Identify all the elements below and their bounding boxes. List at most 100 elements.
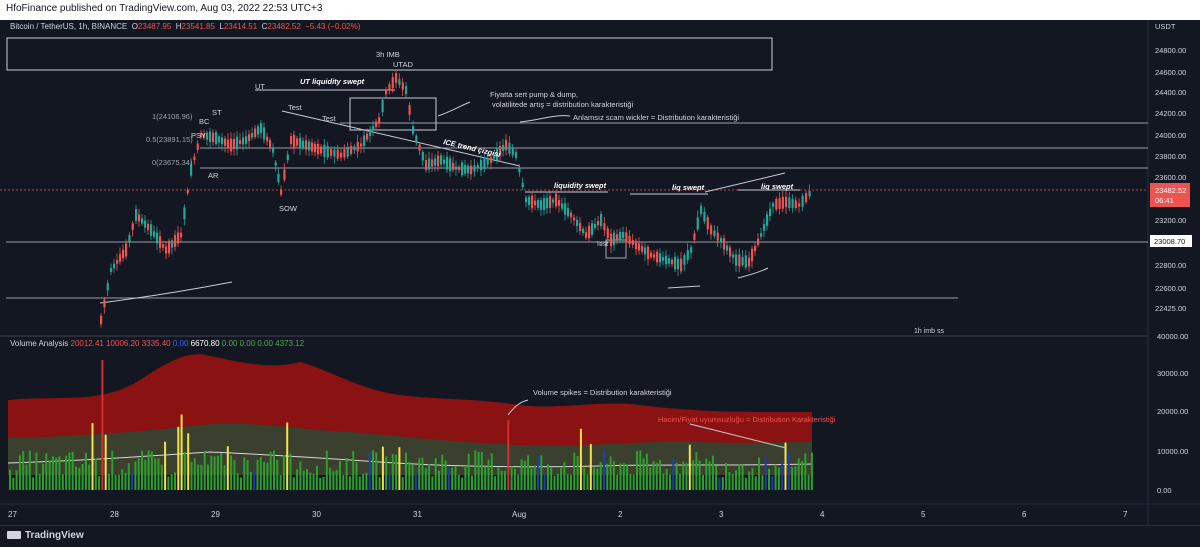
volume-bar bbox=[98, 476, 101, 490]
volume-bar bbox=[200, 464, 203, 490]
candle-body bbox=[116, 260, 119, 264]
time-axis[interactable]: 27 28 29 30 31 Aug 2 3 4 5 6 7 bbox=[8, 510, 1128, 519]
candle-body bbox=[470, 165, 473, 175]
candle-body bbox=[613, 232, 616, 245]
volume-value: 4373.12 bbox=[272, 339, 305, 348]
time-tick: 2 bbox=[618, 510, 623, 519]
candle-body bbox=[534, 200, 537, 206]
candle-body bbox=[585, 232, 588, 238]
volume-bar bbox=[68, 452, 71, 490]
symbol-title[interactable]: Bitcoin / TetherUS, 1h, BINANCE bbox=[10, 22, 128, 31]
volume-bar bbox=[731, 473, 734, 490]
candle-body bbox=[177, 232, 180, 244]
publisher-bar: HfoFinance published on TradingView.com,… bbox=[0, 0, 1200, 21]
volume-bar bbox=[570, 474, 572, 490]
ar-label: AR bbox=[208, 171, 219, 180]
candle-body bbox=[686, 249, 689, 261]
volume-bar bbox=[315, 465, 318, 490]
candle-body bbox=[171, 240, 174, 248]
price-badge bbox=[1150, 183, 1190, 207]
volume-bar bbox=[108, 473, 110, 490]
candle-body bbox=[165, 246, 168, 254]
volume-bar bbox=[408, 461, 411, 490]
pump-arrow[interactable] bbox=[437, 101, 471, 117]
candle-body bbox=[726, 245, 729, 251]
pump-dump-box[interactable] bbox=[349, 97, 437, 131]
volume-bar bbox=[230, 455, 233, 490]
candle-body bbox=[561, 203, 564, 209]
scam-wick-arrow[interactable] bbox=[519, 115, 571, 123]
volume-bar bbox=[365, 472, 368, 490]
volume-axis[interactable]: 40000.00 30000.00 20000.00 10000.00 0.00 bbox=[1157, 332, 1188, 495]
liq-arrow-small[interactable] bbox=[667, 285, 701, 289]
volume-bar bbox=[464, 465, 467, 490]
liq-swept-line-3[interactable] bbox=[704, 172, 786, 193]
volume-bar bbox=[632, 474, 635, 490]
chart-svg[interactable]: 3h IMB UTAD UT UT liquidity swept Test T… bbox=[0, 20, 1200, 525]
volume-bar bbox=[540, 455, 543, 490]
candle-body bbox=[412, 126, 415, 134]
candle-body bbox=[186, 189, 189, 194]
volume-bar bbox=[345, 457, 348, 490]
volume-bar bbox=[114, 474, 117, 490]
volume-bar bbox=[207, 464, 209, 490]
open-value: 23487.95 bbox=[137, 22, 172, 31]
volume-bar bbox=[490, 453, 493, 490]
candle-body bbox=[418, 144, 421, 151]
price-tick: 23800.00 bbox=[1155, 152, 1186, 161]
volume-bar bbox=[784, 442, 787, 490]
volume-bar bbox=[787, 451, 790, 490]
volume-indicator-label[interactable]: Volume Analysis bbox=[10, 339, 69, 348]
volume-bar bbox=[249, 471, 252, 490]
volume-bar bbox=[45, 453, 48, 490]
volume-bar bbox=[777, 467, 780, 490]
candle-body bbox=[452, 162, 455, 170]
divergence-line[interactable] bbox=[689, 423, 787, 449]
volume-bar bbox=[174, 472, 176, 490]
price-axis[interactable]: USDT 24800.00 24600.00 24400.00 24200.00 240… bbox=[1155, 22, 1186, 313]
pump-dump-label-1: Fiyatta sert pump & dump, bbox=[490, 90, 578, 99]
volume-bar bbox=[193, 458, 196, 490]
volume-bar bbox=[652, 461, 655, 490]
candle-body bbox=[106, 283, 109, 291]
volume-bar bbox=[124, 472, 127, 490]
rally-arrow[interactable] bbox=[99, 281, 233, 304]
volume-bar bbox=[774, 464, 777, 490]
volume-spike-arrow[interactable] bbox=[507, 399, 529, 416]
candle-body bbox=[398, 79, 401, 85]
volume-bar bbox=[418, 458, 421, 490]
time-tick: 5 bbox=[921, 510, 926, 519]
bc-label: BC bbox=[199, 117, 210, 126]
candle-body bbox=[381, 99, 384, 113]
candle-body bbox=[490, 157, 493, 163]
bottom-arrow[interactable] bbox=[737, 267, 769, 279]
volume-bar bbox=[589, 444, 592, 490]
volume-bar bbox=[111, 450, 114, 490]
volume-bar bbox=[810, 452, 813, 490]
candle-body bbox=[280, 189, 283, 195]
ice-trend-line[interactable] bbox=[281, 110, 521, 167]
candle-body bbox=[263, 127, 266, 140]
candle-body bbox=[546, 197, 549, 209]
volume-bar bbox=[9, 469, 11, 490]
symbol-header[interactable]: Bitcoin / TetherUS, 1h, BINANCE O23487.9… bbox=[10, 22, 361, 31]
volume-bar bbox=[579, 428, 582, 490]
tradingview-logo[interactable]: TradingView bbox=[7, 530, 84, 541]
volume-bar bbox=[78, 467, 81, 490]
test-label-1: Test bbox=[288, 103, 303, 112]
imb-3h-box[interactable] bbox=[6, 37, 773, 71]
volume-bar bbox=[144, 459, 147, 490]
candle-body bbox=[401, 82, 404, 90]
volume-bar bbox=[55, 457, 58, 490]
volume-bar bbox=[626, 464, 629, 490]
volume-bar bbox=[414, 472, 417, 490]
volume-bar bbox=[738, 463, 741, 490]
price-tick: 24200.00 bbox=[1155, 109, 1186, 118]
volume-header[interactable]: Volume Analysis 20012.41 10006.20 3335.4… bbox=[10, 339, 304, 348]
volume-bar bbox=[42, 463, 44, 490]
volume-bar bbox=[322, 476, 325, 490]
volume-bar bbox=[48, 460, 51, 490]
chart-area[interactable]: 3h IMB UTAD UT UT liquidity swept Test T… bbox=[0, 20, 1200, 525]
volume-bar bbox=[236, 473, 239, 490]
candle-body bbox=[125, 243, 128, 257]
